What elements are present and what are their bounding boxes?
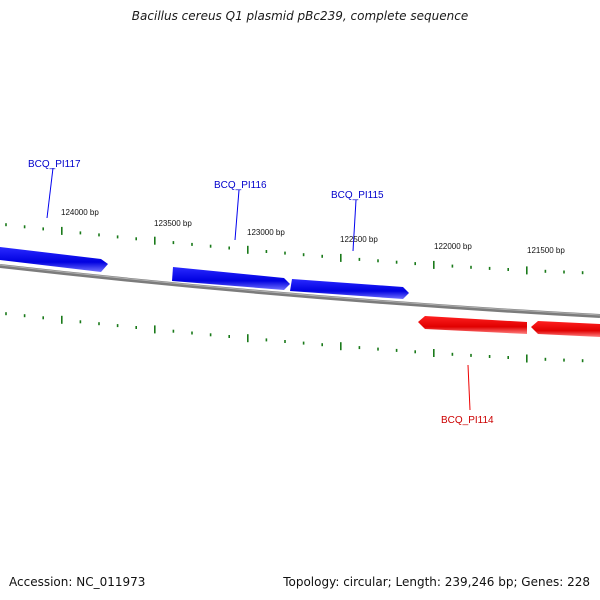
inner-minor-tick — [135, 326, 137, 329]
inner-minor-tick — [563, 358, 565, 362]
inner-minor-tick — [116, 324, 119, 328]
tick-label-124000: 124000 bp — [61, 208, 99, 217]
genes-value: 228 — [567, 575, 590, 589]
outer-major-tick — [247, 245, 249, 254]
outer-minor-tick — [414, 262, 416, 266]
tick-label-122500: 122500 bp — [340, 235, 378, 244]
gene-arrow-bcq-pi115[interactable] — [290, 279, 409, 299]
tick-label-121500: 121500 bp — [527, 246, 565, 255]
gene-arrow-bcq-pi114[interactable] — [418, 316, 527, 334]
inner-minor-tick — [395, 348, 398, 352]
inner-minor-tick — [544, 357, 547, 361]
inner-major-tick — [526, 354, 528, 363]
outer-minor-tick — [116, 235, 119, 239]
inner-minor-tick — [321, 343, 323, 347]
outer-minor-tick — [284, 251, 286, 255]
inner-minor-tick — [507, 356, 509, 359]
length-value: 239,246 bp — [444, 575, 514, 589]
outer-minor-tick — [358, 257, 361, 261]
inner-minor-tick — [172, 329, 175, 333]
topology-label: Topology: — [283, 575, 340, 589]
plasmid-backbone — [0, 264, 600, 318]
inner-major-tick — [154, 325, 156, 334]
outer-minor-tick — [507, 268, 509, 271]
inner-minor-tick — [414, 350, 416, 354]
outer-minor-tick — [544, 269, 547, 273]
sequence-summary: Topology: circular; Length: 239,246 bp; … — [283, 575, 590, 589]
inner-minor-tick — [191, 331, 193, 335]
outer-minor-tick — [377, 259, 379, 263]
tick-label-122000: 122000 bp — [434, 242, 472, 251]
length-label: Length: — [395, 575, 441, 589]
outer-minor-tick — [395, 260, 398, 264]
outer-minor-tick — [228, 246, 230, 250]
outer-minor-tick — [581, 271, 584, 275]
inner-minor-tick — [98, 322, 100, 326]
outer-minor-tick — [563, 270, 565, 274]
outer-minor-tick — [470, 265, 472, 269]
inner-minor-tick — [358, 346, 361, 350]
outer-minor-tick — [265, 250, 268, 253]
outer-minor-tick — [5, 223, 7, 227]
gene-label-bcq-pi117[interactable]: BCQ_PI117 — [28, 159, 81, 170]
inner-minor-tick — [377, 347, 379, 351]
outer-minor-tick — [172, 241, 175, 245]
outer-minor-tick — [98, 233, 100, 237]
inner-minor-tick — [488, 355, 491, 358]
genes-label: Genes: — [521, 575, 564, 589]
plasmid-backbone-highlight — [0, 264, 600, 316]
accession-label: Accession: — [9, 575, 73, 589]
outer-major-tick — [433, 260, 435, 269]
gene-leader-bcq-pi114 — [467, 364, 471, 411]
gene-arrow-bcq-pi117[interactable] — [0, 247, 108, 272]
map-title: Bacillus cereus Q1 plasmid pBc239, compl… — [131, 9, 469, 23]
inner-major-tick — [61, 315, 63, 324]
inner-minor-tick — [581, 359, 584, 363]
inner-major-tick — [247, 334, 249, 343]
outer-minor-tick — [321, 254, 323, 258]
inner-minor-tick — [284, 340, 286, 343]
inner-minor-tick — [265, 338, 268, 342]
outer-minor-tick — [79, 231, 82, 235]
outer-minor-tick — [451, 264, 454, 268]
gene-label-bcq-pi115[interactable]: BCQ_PI115 — [331, 190, 384, 201]
inner-minor-tick — [79, 320, 82, 324]
gene-leader-bcq-pi115 — [352, 199, 357, 252]
gene-label-bcq-pi116[interactable]: BCQ_PI116 — [214, 180, 267, 191]
outer-major-tick — [526, 266, 528, 275]
gene-arrow-bcq-pi116[interactable] — [172, 267, 290, 290]
tick-track-outer — [5, 223, 584, 275]
outer-minor-tick — [23, 225, 26, 229]
gene-arrow-next-reverse[interactable] — [531, 321, 600, 337]
outer-minor-tick — [209, 244, 212, 248]
inner-minor-tick — [23, 314, 26, 318]
outer-minor-tick — [302, 253, 305, 257]
outer-major-tick — [61, 226, 63, 235]
outer-minor-tick — [191, 242, 193, 246]
tick-label-123500: 123500 bp — [154, 219, 192, 228]
inner-minor-tick — [451, 352, 454, 356]
inner-minor-tick — [42, 316, 44, 320]
inner-minor-tick — [302, 341, 305, 345]
inner-major-tick — [433, 349, 435, 357]
outer-major-tick — [340, 253, 342, 262]
outer-major-tick — [154, 236, 156, 245]
tick-track-inner — [5, 312, 584, 363]
inner-minor-tick — [209, 333, 212, 337]
outer-minor-tick — [135, 237, 137, 241]
inner-minor-tick — [5, 312, 7, 316]
gene-leader-bcq-pi116 — [234, 189, 240, 241]
topology-value: circular — [343, 575, 388, 589]
accession-text: Accession: NC_011973 — [9, 575, 145, 589]
outer-minor-tick — [42, 227, 44, 231]
inner-major-tick — [340, 342, 342, 351]
outer-minor-tick — [488, 266, 491, 270]
gene-label-bcq-pi114[interactable]: BCQ_PI114 — [441, 415, 494, 426]
inner-minor-tick — [228, 335, 230, 338]
gene-leader-bcq-pi117 — [46, 167, 54, 219]
inner-minor-tick — [470, 353, 472, 357]
tick-label-123000: 123000 bp — [247, 228, 285, 237]
accession-value: NC_011973 — [76, 575, 146, 589]
